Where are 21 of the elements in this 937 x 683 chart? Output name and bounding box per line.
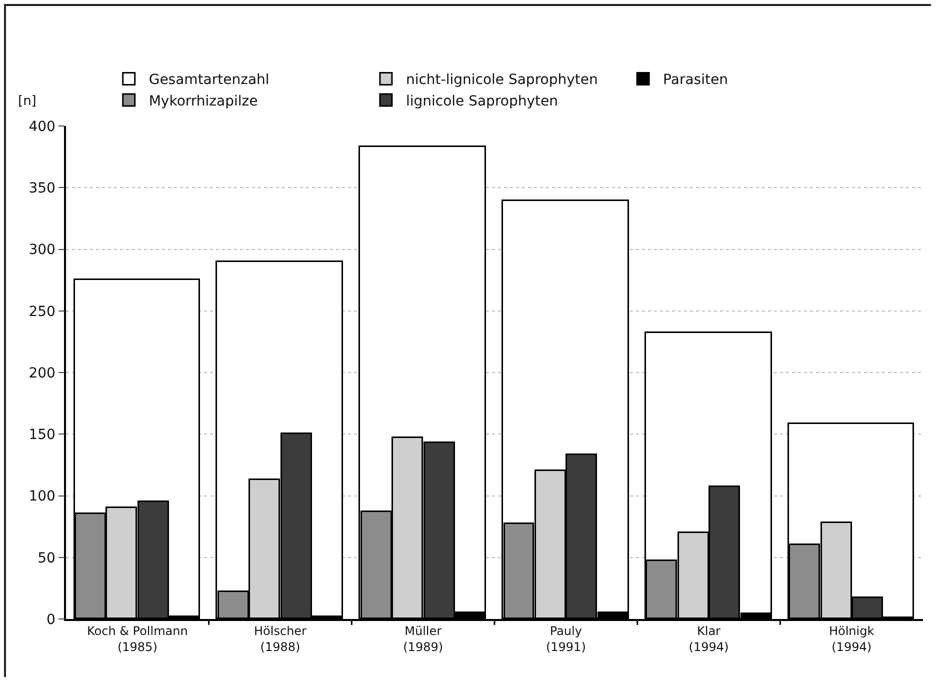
legend-label: lignicole Saprophyten	[406, 93, 558, 110]
y-tick-label: 350	[28, 180, 56, 197]
y-tick-label: 50	[38, 550, 56, 566]
legend-label: Gesamtartenzahl	[148, 72, 270, 88]
y-tick-label: 150	[28, 427, 56, 444]
y-tick-label: 400	[28, 118, 56, 135]
x-tick-label: Pauly (1991)	[546, 624, 586, 654]
y-tick-label: 0	[46, 612, 56, 628]
x-tick-label: Müller (1989)	[403, 624, 444, 654]
legend-label: Mykorrhizapilze	[148, 93, 258, 110]
x-tick-label: Hölnigk (1994)	[828, 624, 874, 654]
x-tick-label: Hölscher (1988)	[254, 624, 307, 654]
y-tick-label: 200	[28, 365, 56, 382]
x-tick-label: Koch & Pollmann (1985)	[86, 624, 188, 654]
legend-label: Parasiten	[663, 72, 728, 88]
y-tick-label: 300	[28, 242, 56, 258]
legend-label: nicht-lignicole Saprophyten	[406, 72, 598, 88]
y-tick-label: 100	[28, 488, 56, 505]
y-tick-label: 250	[28, 304, 56, 320]
y-axis-title: [n]	[18, 94, 36, 109]
x-tick-label: Klar (1994)	[688, 624, 729, 654]
